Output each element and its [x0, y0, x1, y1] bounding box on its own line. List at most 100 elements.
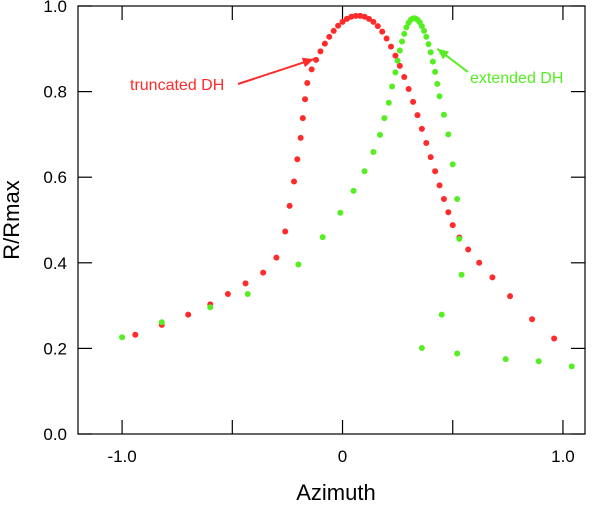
truncated-dh-point-46: [440, 196, 447, 203]
extended-dh-point-14: [392, 69, 399, 76]
truncated-dh-point-48: [449, 222, 456, 229]
truncated-dh-point-41: [418, 125, 425, 132]
extended-dh-point-28: [423, 33, 430, 40]
extended-dh-point-2: [207, 304, 214, 311]
x-tick-labels: -1.0 0 1.0: [107, 447, 574, 466]
truncated-dh-point-5: [242, 280, 249, 287]
truncated-dh-point-12: [297, 134, 304, 141]
extended-dh-point-41: [438, 311, 445, 318]
truncated-dh-point-23: [339, 18, 346, 25]
extended-dh-point-5: [319, 234, 326, 241]
axis-ticks: [78, 5, 585, 435]
truncated-dh-point-44: [432, 168, 439, 175]
extended-dh-point-15: [394, 57, 401, 64]
truncated-dh-point-35: [392, 52, 399, 59]
truncated-dh-point-18: [317, 48, 324, 55]
extended-dh-point-35: [440, 111, 447, 118]
truncated-dh-point-0: [132, 331, 139, 338]
truncated-dh-point-4: [224, 291, 231, 298]
extended-dh-point-3: [244, 291, 251, 298]
extended-dh-point-0: [119, 334, 126, 341]
y-tick-label-1: 0.2: [43, 339, 67, 358]
truncated-dh-point-33: [383, 35, 390, 42]
extended-dh-point-18: [401, 30, 408, 37]
extended-dh-point-17: [399, 38, 406, 45]
extended-dh-point-30: [427, 49, 434, 56]
truncated-dh-point-10: [291, 178, 298, 185]
truncated-dh-point-16: [308, 66, 315, 73]
extended-dh-point-10: [376, 131, 383, 138]
truncated-dh-point-7: [273, 254, 280, 261]
truncated-dh-point-21: [330, 27, 337, 34]
extended-dh-point-32: [432, 68, 439, 75]
truncated-dh-point-51: [476, 259, 483, 266]
extended-dh-point-38: [454, 196, 461, 203]
extended-dh-arrow-head: [437, 48, 450, 60]
truncated-dh-point-26: [352, 12, 359, 19]
truncated-dh-point-9: [286, 202, 293, 209]
x-tick-label-1: 0: [338, 447, 347, 466]
extended-dh-label: extended DH: [470, 70, 563, 87]
truncated-dh-arrow-head: [301, 57, 314, 68]
truncated-dh-point-19: [321, 40, 328, 47]
truncated-dh-point-13: [299, 115, 306, 122]
extended-dh-point-39: [456, 235, 463, 242]
extended-dh-point-29: [425, 41, 432, 48]
truncated-dh-point-36: [396, 62, 403, 69]
extended-dh-point-13: [389, 83, 396, 90]
truncated-dh-point-37: [401, 74, 408, 81]
extended-dh-point-11: [381, 115, 388, 122]
extended-dh-point-27: [421, 27, 428, 34]
y-tick-labels: 0.0 0.2 0.4 0.6 0.8 1.0: [43, 0, 67, 444]
extended-dh-point-42: [418, 344, 425, 351]
plot-frame: [77, 5, 586, 435]
truncated-dh-point-34: [388, 43, 395, 50]
extended-dh-point-1: [158, 319, 165, 326]
truncated-dh-point-20: [326, 33, 333, 40]
truncated-dh-point-8: [282, 228, 289, 235]
extended-dh-point-9: [370, 148, 377, 155]
extended-dh-point-37: [449, 161, 456, 168]
extended-dh-point-6: [337, 209, 344, 216]
truncated-dh-point-6: [260, 269, 267, 276]
extended-dh-point-36: [445, 131, 452, 138]
y-tick-label-2: 0.4: [43, 254, 67, 273]
extended-dh-point-12: [385, 99, 392, 106]
extended-dh-point-4: [295, 261, 302, 268]
extended-dh-point-16: [396, 47, 403, 54]
extended-dh-point-19: [403, 24, 410, 31]
truncated-dh-point-15: [304, 80, 311, 87]
extended-dh-point-7: [350, 187, 357, 194]
truncated-dh-point-17: [313, 56, 320, 63]
truncated-dh-point-39: [410, 98, 417, 105]
extended-dh-point-46: [568, 363, 575, 370]
truncated-dh-arrow-line: [237, 58, 315, 85]
truncated-dh-point-2: [185, 311, 192, 318]
truncated-dh-point-11: [294, 156, 301, 163]
data-points: [119, 12, 575, 370]
extended-dh-point-34: [436, 93, 443, 100]
truncated-dh-label: truncated DH: [130, 77, 224, 94]
truncated-dh-point-30: [370, 18, 377, 25]
extended-dh-point-26: [418, 23, 425, 30]
y-tick-label-5: 1.0: [43, 0, 67, 16]
truncated-dh-point-52: [489, 274, 496, 281]
truncated-dh-point-32: [379, 28, 386, 35]
truncated-dh-point-53: [507, 293, 514, 300]
truncated-dh-point-43: [427, 154, 434, 161]
extended-dh-point-8: [361, 168, 368, 175]
extended-dh-point-43: [454, 350, 461, 357]
truncated-dh-point-50: [465, 246, 472, 253]
truncated-dh-point-14: [302, 96, 309, 103]
extended-dh-point-40: [458, 271, 465, 278]
y-tick-label-3: 0.6: [43, 168, 67, 187]
truncated-dh-point-42: [423, 139, 430, 146]
x-tick-label-2: 1.0: [551, 447, 575, 466]
truncated-dh-point-31: [374, 23, 381, 30]
truncated-dh-point-47: [445, 209, 452, 216]
truncated-dh-point-22: [335, 22, 342, 29]
x-tick-label-0: -1.0: [107, 447, 136, 466]
x-axis-title: Azimuth: [296, 480, 375, 505]
annotations: truncated DH extended DH: [130, 48, 563, 94]
